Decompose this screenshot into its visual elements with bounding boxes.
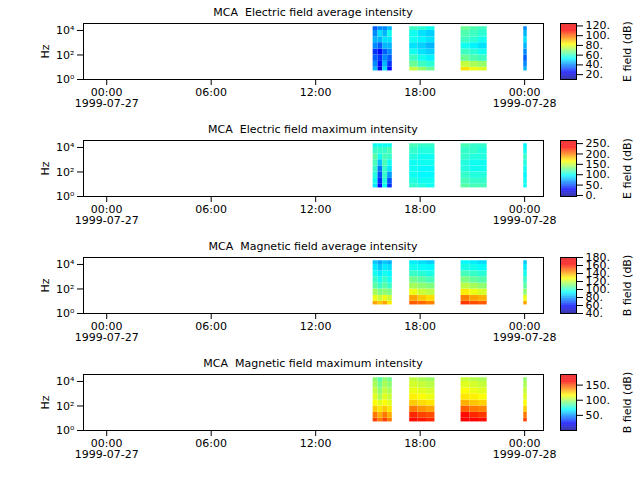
svg-text:Hz: Hz: [39, 44, 52, 58]
svg-text:E field (dB): E field (dB): [621, 21, 634, 82]
svg-text:10⁴: 10⁴: [56, 141, 75, 154]
svg-text:06:00: 06:00: [195, 320, 227, 333]
svg-text:100.: 100.: [586, 394, 611, 407]
svg-text:00:001999-07-28: 00:001999-07-28: [493, 86, 557, 110]
svg-text:120.: 120.: [585, 275, 610, 288]
svg-text:00:001999-07-28: 00:001999-07-28: [493, 320, 557, 344]
svg-text:10²: 10²: [56, 49, 74, 62]
svg-text:200.: 200.: [585, 147, 610, 161]
svg-text:E field (dB): E field (dB): [621, 138, 634, 199]
svg-text:60.: 60.: [585, 48, 603, 62]
svg-text:0.: 0.: [585, 189, 596, 202]
svg-text:10⁰: 10⁰: [56, 424, 75, 437]
svg-text:Hz: Hz: [39, 161, 52, 175]
svg-text:180.: 180.: [586, 251, 611, 264]
svg-text:10²: 10²: [56, 283, 74, 296]
svg-text:80.: 80.: [585, 38, 603, 52]
svg-text:00:001999-07-27: 00:001999-07-27: [75, 203, 139, 227]
svg-text:Hz: Hz: [39, 395, 52, 409]
svg-text:50.: 50.: [586, 409, 604, 422]
svg-text:10⁰: 10⁰: [56, 190, 75, 203]
svg-text:06:00: 06:00: [195, 203, 227, 216]
svg-text:06:00: 06:00: [195, 437, 227, 450]
svg-text:00:001999-07-28: 00:001999-07-28: [493, 437, 557, 461]
svg-text:10⁴: 10⁴: [56, 258, 75, 271]
svg-text:18:00: 18:00: [404, 320, 436, 333]
svg-text:18:00: 18:00: [404, 437, 436, 450]
html-text:MCA Electric field maximum int: MCA Electric field maximum intensity: [208, 123, 418, 136]
svg-text:10⁰: 10⁰: [56, 307, 75, 320]
svg-text:18:00: 18:00: [404, 203, 436, 216]
svg-text:250.: 250.: [586, 137, 611, 150]
html-text:MCA Electric field average int: MCA Electric field average intensity: [213, 6, 413, 19]
svg-text:20.: 20.: [585, 68, 603, 82]
svg-text:B field (dB): B field (dB): [621, 372, 634, 433]
svg-text:50.: 50.: [585, 178, 603, 192]
svg-text:80.: 80.: [585, 291, 603, 304]
svg-text:06:00: 06:00: [195, 86, 227, 99]
svg-text:150.: 150.: [586, 379, 611, 392]
svg-text:160.: 160.: [585, 259, 610, 272]
html-text:MCA Magnetic field maximum int: MCA Magnetic field maximum intensity: [203, 357, 423, 370]
svg-text:150.: 150.: [585, 157, 610, 171]
svg-text:12:00: 12:00: [300, 320, 332, 333]
svg-text:100.: 100.: [585, 168, 610, 182]
svg-text:10⁰: 10⁰: [56, 73, 75, 86]
svg-text:00:001999-07-27: 00:001999-07-27: [75, 437, 139, 461]
svg-text:18:00: 18:00: [404, 86, 436, 99]
svg-text:12:00: 12:00: [300, 86, 332, 99]
svg-text:100.: 100.: [585, 283, 610, 296]
svg-text:140.: 140.: [585, 267, 610, 280]
svg-text:120.: 120.: [586, 19, 611, 32]
svg-text:10⁴: 10⁴: [56, 24, 75, 37]
svg-text:100.: 100.: [585, 29, 610, 43]
svg-text:10²: 10²: [56, 400, 74, 413]
svg-text:Hz: Hz: [39, 278, 52, 292]
svg-text:10²: 10²: [56, 166, 74, 179]
svg-text:40.: 40.: [585, 307, 603, 320]
svg-text:40.: 40.: [585, 58, 603, 72]
svg-text:B field (dB): B field (dB): [621, 255, 634, 316]
html-text:MCA Magnetic field average int: MCA Magnetic field average intensity: [208, 240, 418, 253]
svg-text:10⁴: 10⁴: [56, 375, 75, 388]
svg-text:00:001999-07-28: 00:001999-07-28: [493, 203, 557, 227]
svg-text:12:00: 12:00: [300, 437, 332, 450]
svg-text:00:001999-07-27: 00:001999-07-27: [75, 320, 139, 344]
svg-text:00:001999-07-27: 00:001999-07-27: [75, 86, 139, 110]
svg-text:12:00: 12:00: [300, 203, 332, 216]
svg-text:60.: 60.: [585, 299, 603, 312]
